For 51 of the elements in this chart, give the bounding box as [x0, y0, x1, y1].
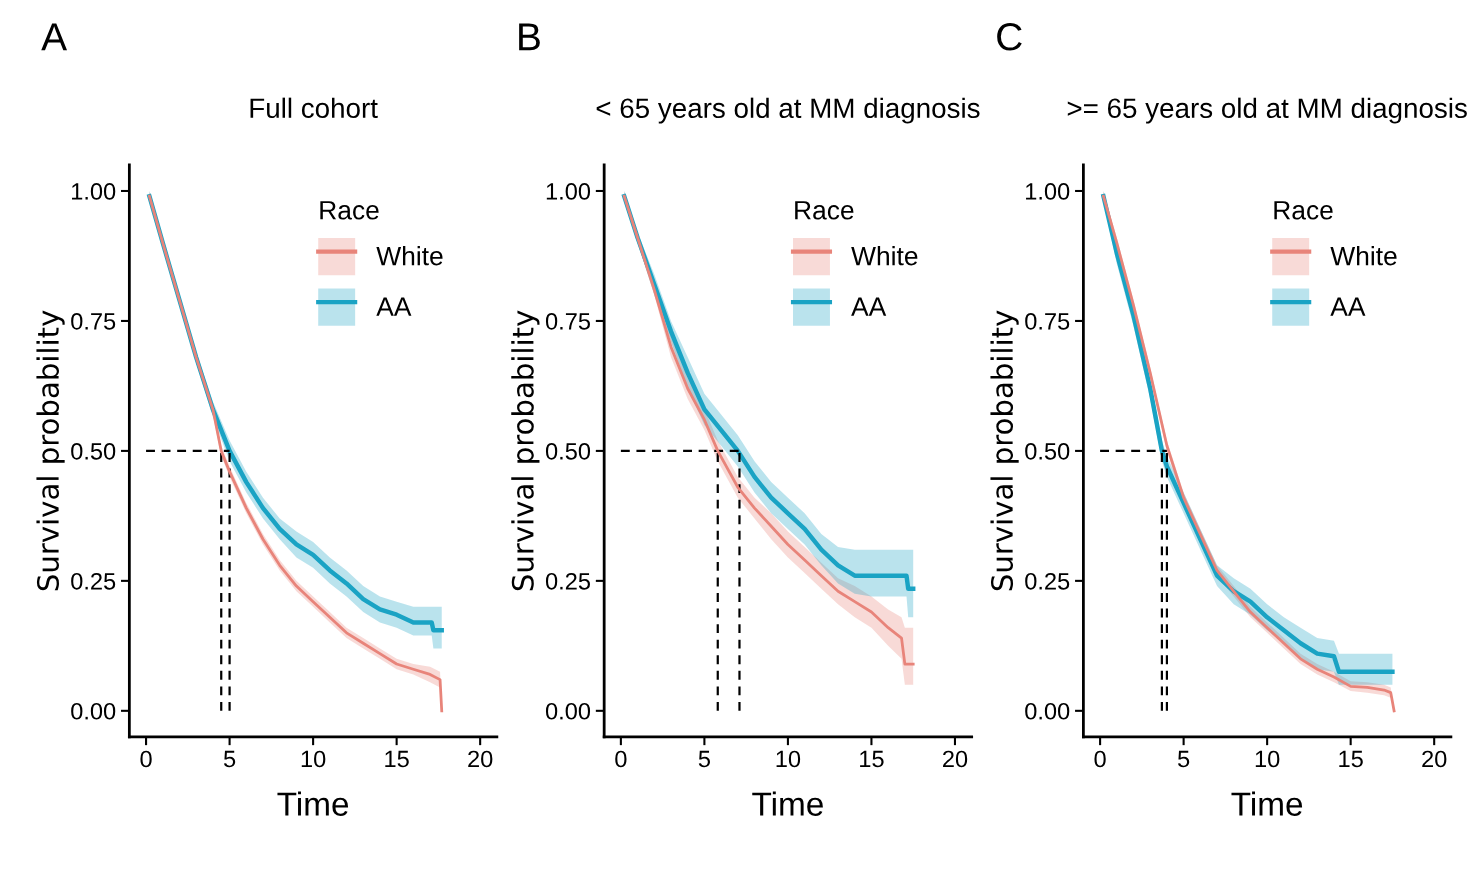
x-tick-label: 20 — [943, 750, 968, 768]
x-tick-label: 15 — [385, 750, 409, 768]
text: C — [997, 23, 1022, 51]
x-tick-label: 10 — [1255, 750, 1280, 768]
y-tick-label: 1.00 — [72, 183, 116, 200]
y-tick-label: 0.25 — [545, 572, 590, 590]
y-tick-label: 0.00 — [1025, 702, 1070, 720]
y-tick-label: 0.75 — [1025, 313, 1070, 330]
x-tick-label: 0 — [1094, 750, 1106, 768]
x-tick-label: 20 — [1422, 750, 1447, 768]
y-tick-label: 0.00 — [71, 702, 116, 720]
x-tick-label: 5 — [698, 750, 710, 768]
x-tick-label: 15 — [1339, 750, 1363, 768]
text: A — [41, 23, 68, 51]
chart-title: < 65 years old at MM diagnosis — [596, 97, 980, 124]
legend-label: AA — [376, 297, 412, 316]
x-axis-title: Time — [752, 791, 823, 816]
legend-label: White — [851, 246, 918, 266]
y-tick-label: 1.00 — [546, 183, 591, 200]
y-tick-label: 0.25 — [1025, 572, 1070, 590]
legend-title: Race — [795, 201, 854, 220]
x-tick-label: 0 — [140, 750, 152, 768]
y-tick-label: 0.75 — [71, 313, 116, 330]
y-tick-label: 0.50 — [71, 442, 116, 460]
y-tick-label: 0.25 — [71, 572, 116, 590]
x-tick-label: 10 — [776, 750, 801, 768]
y-tick-label: 0.75 — [545, 313, 590, 330]
x-tick-label: 5 — [1178, 750, 1190, 768]
legend-label: AA — [851, 297, 887, 316]
text: B — [519, 23, 540, 51]
y-tick-label: 0.00 — [545, 702, 591, 720]
x-tick-label: 15 — [860, 750, 884, 768]
y-axis-title: Survival probability — [36, 310, 65, 591]
legend-title: Race — [320, 201, 379, 220]
x-axis-title: Time — [277, 791, 349, 816]
legend-label: White — [1330, 246, 1397, 266]
x-tick-label: 10 — [301, 750, 326, 768]
x-tick-label: 5 — [223, 750, 236, 768]
x-tick-label: 20 — [468, 750, 493, 768]
y-tick-label: 0.50 — [1025, 442, 1070, 460]
chart-title: Full cohort — [250, 97, 378, 119]
x-tick-label: 0 — [615, 750, 627, 768]
y-axis-title: Survival probability — [511, 310, 540, 591]
legend-label: White — [376, 246, 443, 266]
legend-title: Race — [1274, 201, 1333, 220]
legend-label: AA — [1330, 297, 1366, 316]
y-axis-title: Survival probability — [990, 310, 1019, 591]
y-tick-label: 0.50 — [545, 442, 591, 460]
x-axis-title: Time — [1231, 791, 1303, 816]
y-tick-label: 1.00 — [1026, 183, 1070, 200]
chart-title: >= 65 years old at MM diagnosis — [1067, 97, 1467, 124]
